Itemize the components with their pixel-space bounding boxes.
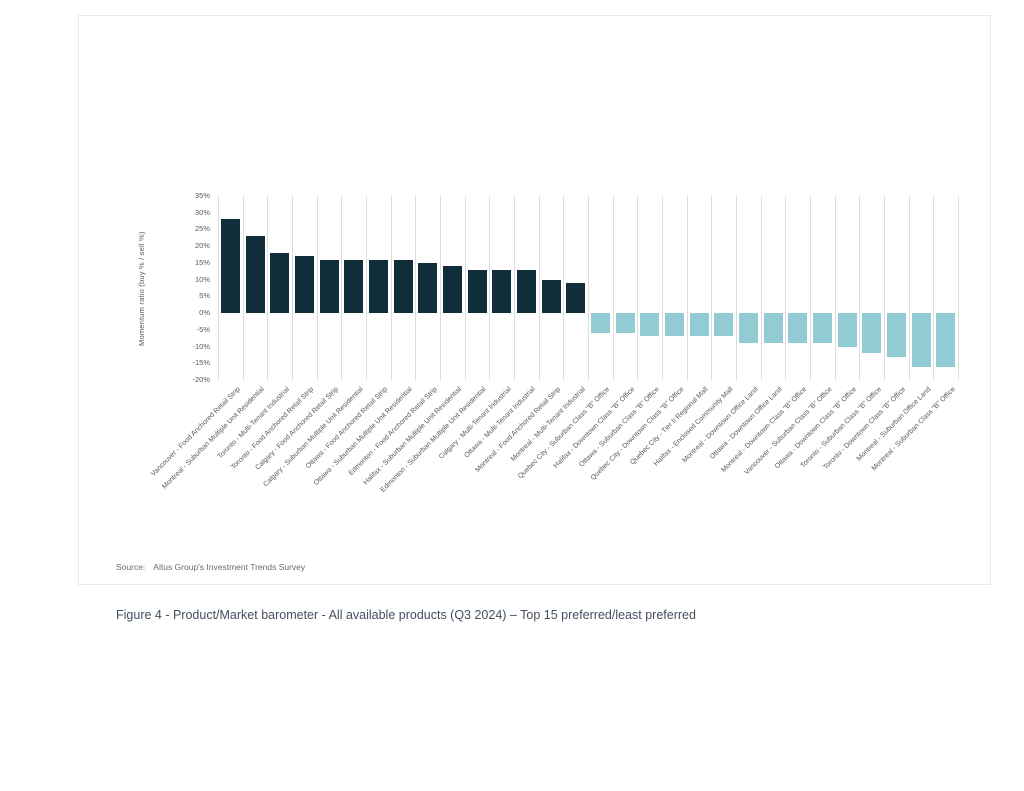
bar-positive [492,269,512,314]
category-label: Quebec City - Downtown Class "B" Office [589,386,686,482]
gridline [341,196,343,380]
source-text: Altus Group's Investment Trends Survey [153,562,306,572]
gridline [538,196,540,380]
plot-area [218,196,959,380]
y-tick-label: -15% [192,358,210,368]
bar-negative [886,313,906,357]
x-axis-labels: Vancouver - Food Anchored Retail Strip Mo… [149,382,958,542]
gridline [489,196,491,380]
gridline [292,196,293,380]
bar-negative [615,313,635,334]
figure-caption: Figure 4 - Product/Market barometer - Al… [116,608,696,622]
y-axis-ticks: 35% 30% 25% 20% 15% 10% 5% 0% -5% -10% -15% -20% [150,192,210,384]
category-label: Quebec City - Suburban Class "B" Office [517,386,612,481]
gridline [736,196,737,380]
gridline [612,196,614,380]
gridline [908,196,910,380]
y-tick-label: 10% [194,274,210,284]
bar-negative [738,313,758,344]
y-axis-title: Momentum ratio (buy % / sell %) [137,231,146,347]
bar-positive [270,252,290,314]
source-label: Source: [116,562,146,572]
bar-positive [393,259,413,314]
gridline [785,196,787,380]
bar-positive [516,269,536,314]
bar-positive [418,262,438,314]
y-tick-label: -5% [196,324,210,334]
y-tick-label: 25% [194,224,210,234]
y-tick-label: 30% [194,207,210,217]
bar-positive [442,266,462,314]
gridline [958,196,959,380]
gridline [834,196,836,380]
gridline [933,196,935,380]
bar-negative [837,313,857,347]
gridline [267,196,269,380]
bar-negative [862,313,882,354]
bar-negative [714,313,734,337]
bar-negative [664,313,684,337]
bar-positive [319,259,339,314]
gridline [440,196,441,380]
bar-positive [294,256,314,314]
y-tick-label: 5% [199,291,210,301]
gridline [390,196,392,380]
y-tick-label: -10% [192,341,210,351]
bar-negative [763,313,783,344]
bar-negative [911,313,931,367]
gridline [366,196,367,380]
gridline [464,196,466,380]
gridline [514,196,515,380]
bar-negative [812,313,832,344]
gridline [711,196,713,380]
gridline [760,196,762,380]
gridline [242,196,244,380]
gridline [415,196,417,380]
gridline [686,196,688,380]
y-tick-label: 15% [194,257,210,267]
bar-negative [788,313,808,344]
gridline [810,196,811,380]
gridline [859,196,861,380]
source-line: Source: Altus Group's Investment Trends S… [116,562,305,572]
y-tick-label: -20% [192,375,210,384]
bar-negative [640,313,660,337]
gridline [662,196,663,380]
bar-positive [368,259,388,314]
bar-positive [566,282,586,314]
gridline [316,196,318,380]
gridline [563,196,565,380]
gridline [637,196,639,380]
bar-positive [467,269,487,314]
category-label: Edmonton - Food Anchored Retail Strip [347,386,439,478]
y-tick-label: 35% [194,191,210,200]
gridline [588,196,589,380]
gridline [218,196,219,380]
bar-positive [541,279,561,314]
y-tick-label: 0% [199,308,210,318]
bar-positive [220,219,240,314]
bar-positive [245,236,265,314]
bar-negative [936,313,956,367]
bar-negative [689,313,709,337]
y-tick-label: 20% [194,241,210,251]
gridline [884,196,885,380]
bar-negative [590,313,610,334]
bar-positive [344,259,364,314]
